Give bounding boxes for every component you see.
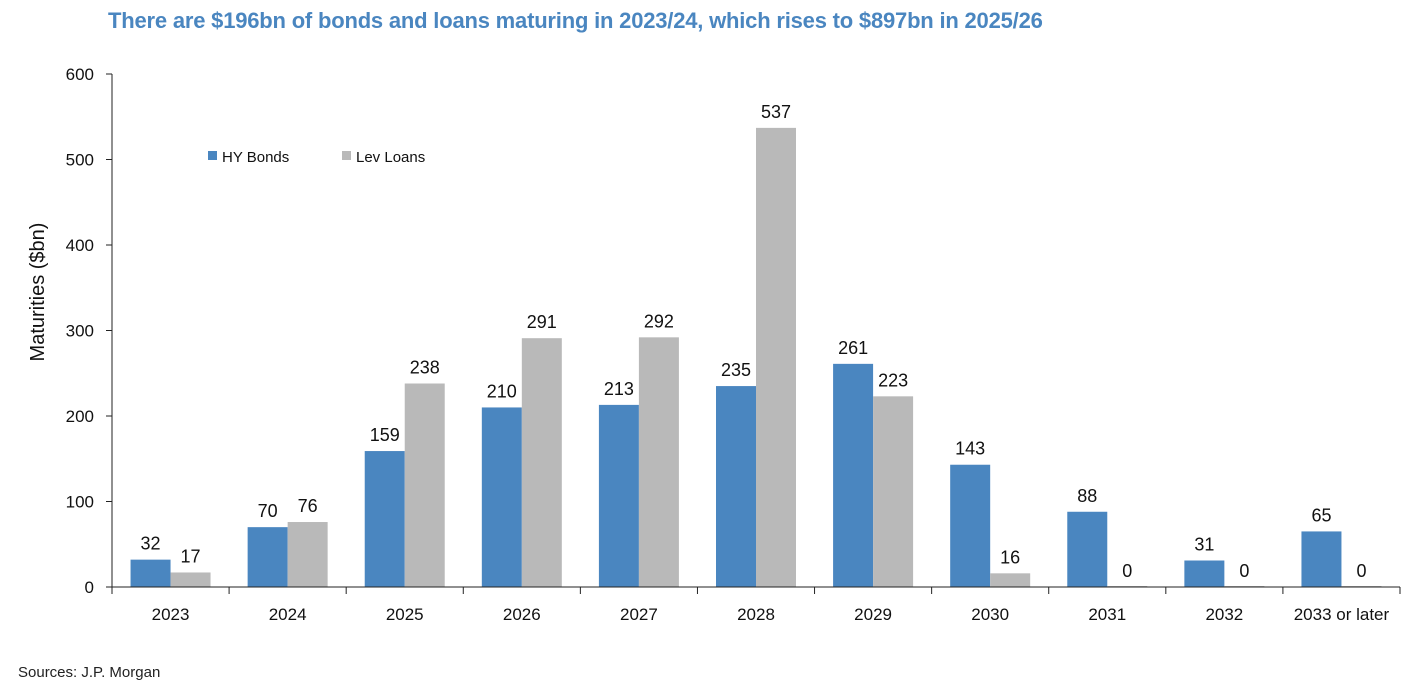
lev-loans-data-label: 16 xyxy=(1000,547,1020,567)
lev-loans-bar xyxy=(873,396,914,587)
hy-bonds-bar xyxy=(716,386,756,587)
lev-loans-bar xyxy=(170,572,211,587)
legend: HY Bonds Lev Loans xyxy=(208,149,425,166)
data-labels-layer: 32 17 70 76 159 238 210 291 213 292 235 537 261 223 14… xyxy=(141,102,1367,581)
lev-loans-bar xyxy=(404,383,445,587)
hy-bonds-bar xyxy=(1067,511,1108,587)
hy-bonds-data-label: 31 xyxy=(1194,534,1214,554)
x-tick-label: 2026 xyxy=(503,605,541,624)
y-tick-label: 300 xyxy=(66,322,94,341)
lev-loans-data-label: 17 xyxy=(181,546,201,566)
lev-loans-data-label: 291 xyxy=(527,312,557,332)
lev-loans-data-label: 76 xyxy=(298,496,318,516)
lev-loans-data-label: 238 xyxy=(410,358,440,378)
y-tick-label: 400 xyxy=(66,236,94,255)
hy-bonds-data-label: 213 xyxy=(604,379,634,399)
bars-layer xyxy=(130,127,1382,588)
x-tick-label: 2027 xyxy=(620,605,658,624)
y-tick-label: 0 xyxy=(85,578,94,597)
x-tick-label: 2030 xyxy=(971,605,1009,624)
axes-layer: 2023 2024 2025 2026 2027 2028 2029 2030 2031 2032… xyxy=(66,65,1401,624)
legend-label-lev-loans: Lev Loans xyxy=(356,149,425,166)
lev-loans-data-label: 223 xyxy=(878,370,908,390)
source-note: Sources: J.P. Morgan xyxy=(18,664,161,681)
hy-bonds-bar xyxy=(130,559,171,587)
legend-label-hy-bonds: HY Bonds xyxy=(222,149,289,166)
y-axis-title: Maturities ($bn) xyxy=(27,223,49,362)
hy-bonds-bar xyxy=(364,451,405,587)
lev-loans-bar xyxy=(521,338,562,587)
lev-loans-data-label: 537 xyxy=(761,102,791,122)
x-tick-label: 2023 xyxy=(152,605,190,624)
hy-bonds-data-label: 70 xyxy=(258,501,278,521)
x-tick-label: 2031 xyxy=(1088,605,1126,624)
hy-bonds-bar xyxy=(1184,560,1225,587)
hy-bonds-bar xyxy=(950,464,991,587)
hy-bonds-bar xyxy=(247,527,288,587)
hy-bonds-bar xyxy=(481,407,522,587)
hy-bonds-data-label: 235 xyxy=(721,360,751,380)
lev-loans-bar xyxy=(287,522,328,587)
hy-bonds-data-label: 143 xyxy=(955,439,985,459)
lev-loans-data-label: 0 xyxy=(1356,561,1366,581)
hy-bonds-data-label: 159 xyxy=(370,425,400,445)
hy-bonds-bar xyxy=(598,404,639,587)
y-tick-label: 500 xyxy=(66,151,94,170)
chart-title: There are $196bn of bonds and loans matu… xyxy=(108,8,1043,33)
lev-loans-bar xyxy=(756,127,796,588)
y-tick-label: 600 xyxy=(66,65,94,84)
hy-bonds-data-label: 32 xyxy=(141,534,161,554)
hy-bonds-data-label: 261 xyxy=(838,338,868,358)
x-tick-label: 2032 xyxy=(1205,605,1243,624)
x-tick-label: 2024 xyxy=(269,605,307,624)
lev-loans-bar xyxy=(990,573,1031,587)
lev-loans-data-label: 292 xyxy=(644,311,674,331)
legend-swatch-hy-bonds xyxy=(208,151,217,160)
hy-bonds-data-label: 210 xyxy=(487,381,517,401)
hy-bonds-bar xyxy=(833,363,874,587)
x-tick-label: 2033 or later xyxy=(1294,605,1390,624)
legend-swatch-lev-loans xyxy=(342,151,351,160)
hy-bonds-data-label: 65 xyxy=(1311,505,1331,525)
y-tick-label: 100 xyxy=(66,493,94,512)
lev-loans-bar xyxy=(638,337,679,587)
x-tick-label: 2025 xyxy=(386,605,424,624)
x-tick-label: 2029 xyxy=(854,605,892,624)
lev-loans-data-label: 0 xyxy=(1239,561,1249,581)
x-tick-label: 2028 xyxy=(737,605,775,624)
hy-bonds-bar xyxy=(1301,531,1342,587)
y-tick-label: 200 xyxy=(66,407,94,426)
lev-loans-data-label: 0 xyxy=(1122,561,1132,581)
hy-bonds-data-label: 88 xyxy=(1077,486,1097,506)
